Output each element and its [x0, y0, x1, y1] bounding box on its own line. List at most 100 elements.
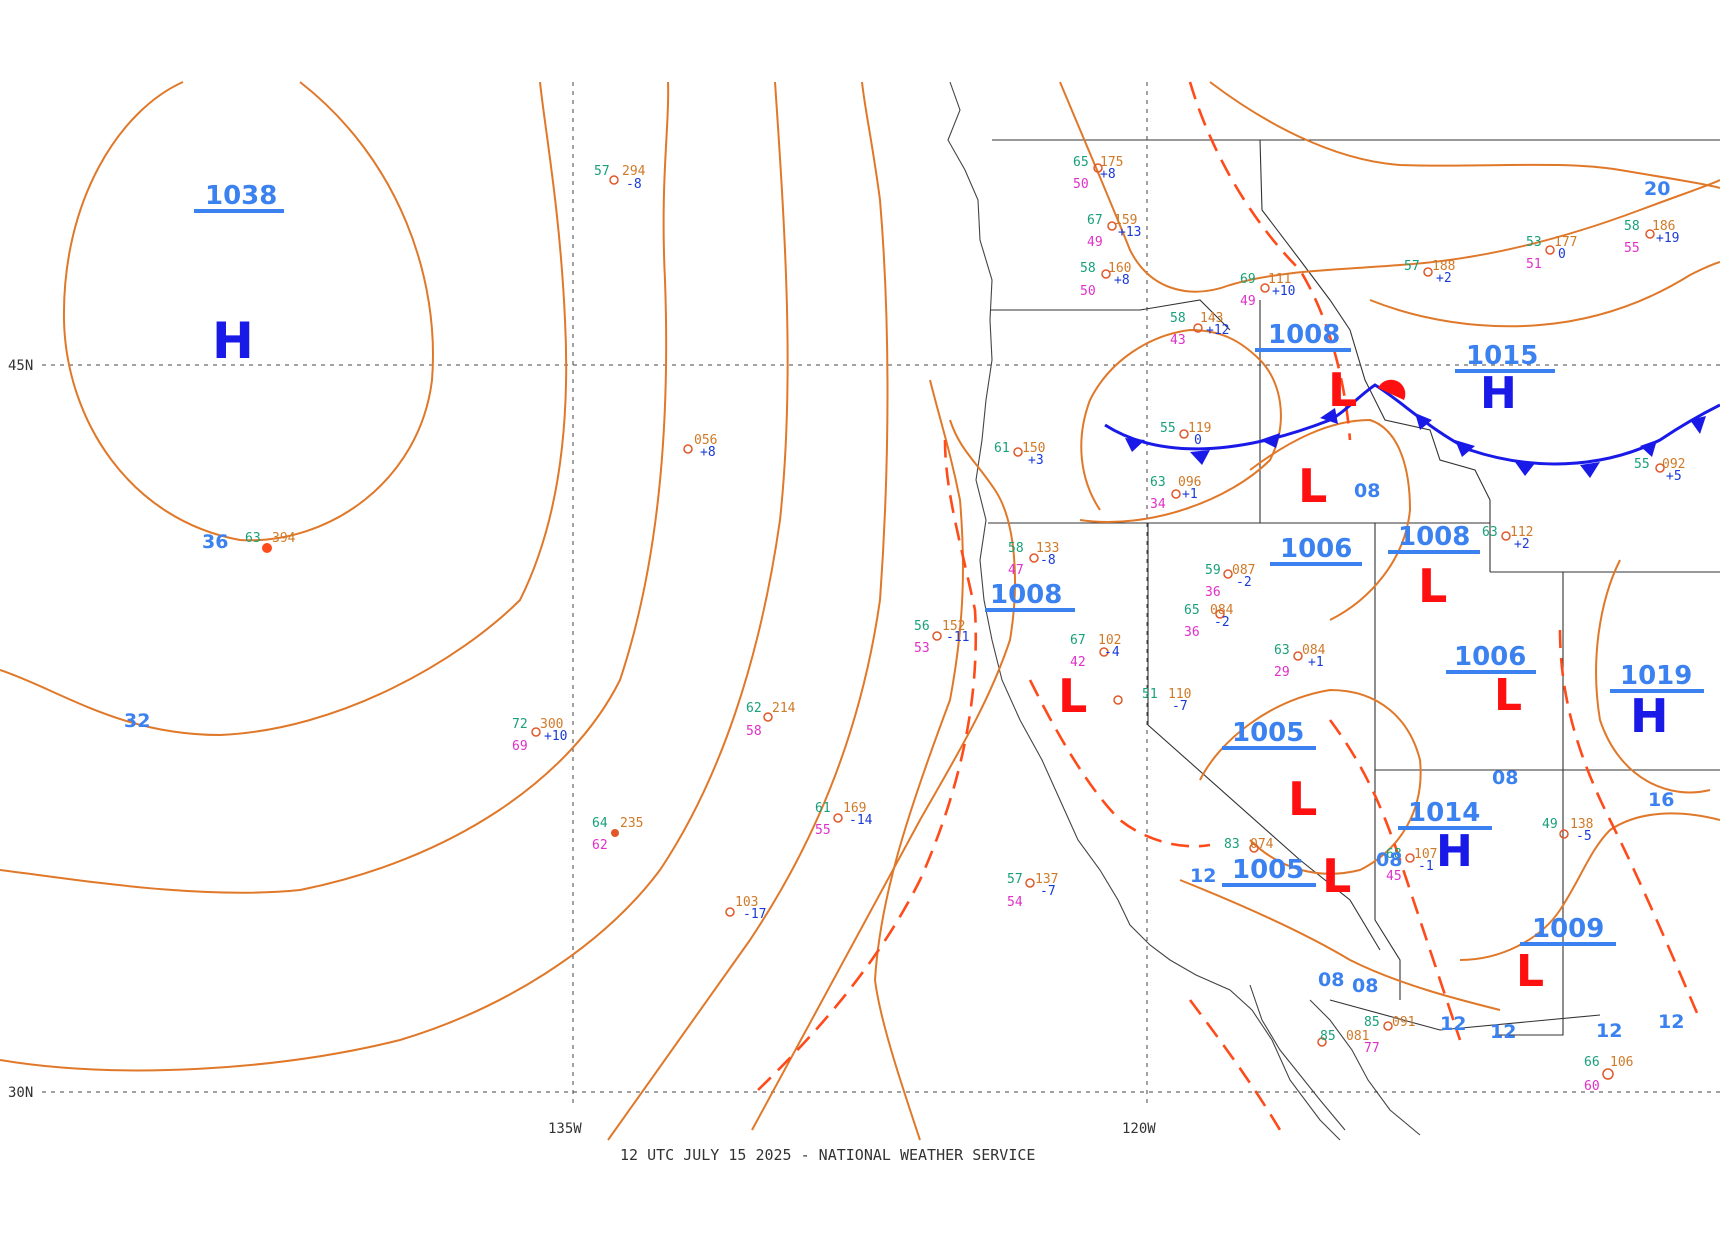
station-pressure: 152 — [942, 619, 965, 634]
station: 55 119 0 — [1160, 421, 1211, 448]
station-circle — [1093, 163, 1103, 173]
high-symbol: H — [1436, 826, 1473, 877]
station: 57 188 +2 — [1404, 259, 1455, 286]
station: 67 159 +13 49 — [1087, 213, 1141, 250]
station-temp: 51 — [1142, 687, 1158, 702]
station-tendency: -7 — [1172, 699, 1188, 714]
border-wa-or — [990, 299, 1231, 331]
station-circle — [1249, 843, 1259, 853]
station: 67 102 -4 42 — [1070, 633, 1121, 670]
border-us-mexico — [1329, 999, 1601, 1031]
station-temp: 69 — [1240, 272, 1256, 287]
trough-east — [1558, 629, 1702, 1021]
station-tendency: +2 — [1436, 271, 1452, 286]
front-barb — [1190, 450, 1210, 465]
station-circle — [1179, 429, 1189, 439]
high-center-1038: 1038 H — [194, 181, 284, 370]
station-pressure: 169 — [843, 801, 866, 816]
center-underline — [1270, 562, 1362, 566]
front-barb — [1415, 413, 1432, 430]
station: 59 087 -2 36 — [1205, 563, 1255, 600]
station-pressure: 087 — [1232, 563, 1255, 578]
station-circle — [1602, 1068, 1614, 1080]
isobar-label: 12 — [1190, 865, 1216, 887]
low-symbol: L — [1288, 772, 1317, 826]
station-pressure: 214 — [772, 701, 796, 716]
station: 63 112 +2 — [1482, 525, 1533, 552]
isobar-1016-east — [1369, 261, 1720, 328]
front — [1104, 379, 1720, 478]
low-symbol: L — [1322, 849, 1351, 903]
state-borders — [988, 139, 1720, 1036]
station-dewpoint: 54 — [1007, 895, 1023, 910]
station-circle — [1501, 531, 1511, 541]
station-circle — [1029, 553, 1039, 563]
station-pressure: 159 — [1114, 213, 1137, 228]
warm-front-lobe — [1378, 379, 1406, 400]
station-pressure: 103 — [735, 895, 758, 910]
station-tendency: +1 — [1182, 487, 1198, 502]
isobar-1012-south — [1459, 812, 1720, 961]
station-dewpoint: 69 — [512, 739, 528, 754]
station-temp: 58 — [1080, 261, 1096, 276]
station-circle — [1317, 1037, 1327, 1047]
station-pressure: 110 — [1168, 687, 1191, 702]
station-temp: 63 — [1150, 475, 1166, 490]
station-dewpoint: 53 — [914, 641, 930, 656]
station-pressure: 084 — [1210, 603, 1234, 618]
low-center-1005-socal: 1005 L — [1222, 849, 1351, 903]
station: 61 150 +3 — [994, 441, 1045, 468]
center-value: 1015 — [1466, 341, 1538, 371]
station-dewpoint: 34 — [1150, 497, 1166, 512]
station-temp: 65 — [1184, 603, 1200, 618]
station-circle — [1655, 463, 1665, 473]
station-tendency: +12 — [1206, 323, 1229, 338]
low-center-1008-north: 1008 L — [1255, 320, 1357, 417]
station-dewpoint: 50 — [1073, 177, 1089, 192]
station-circle — [611, 829, 619, 837]
station-temp: 63 — [1274, 643, 1290, 658]
front-barbs — [1125, 408, 1706, 478]
station: 56 152 -11 53 — [914, 619, 969, 656]
station-dewpoint: 42 — [1070, 655, 1086, 670]
station-pressure: 150 — [1022, 441, 1045, 456]
station-pressure: 143 — [1200, 311, 1223, 326]
center-underline — [1222, 746, 1316, 750]
station-circle — [1645, 229, 1655, 239]
station-temp: 65 — [1073, 155, 1089, 170]
station-dewpoint: 36 — [1205, 585, 1221, 600]
border-az-nm — [1495, 572, 1564, 1036]
center-underline — [1610, 689, 1704, 693]
graticule: 45N 30N 135W 120W — [8, 82, 1720, 1137]
station-tendency: 0 — [1558, 247, 1566, 262]
lat-label-30n: 30N — [8, 1085, 33, 1101]
isobar-label: 08 — [1354, 480, 1380, 502]
station-temp: 85 — [1364, 1015, 1380, 1030]
station-circle — [1101, 269, 1111, 279]
station-circle — [1215, 609, 1225, 619]
station-tendency: +5 — [1666, 469, 1682, 484]
trough-central-valley — [1028, 679, 1211, 848]
station-dewpoint: 47 — [1008, 563, 1024, 578]
station-temp: 53 — [1526, 235, 1542, 250]
station: 62 214 58 — [746, 701, 796, 739]
station-temp: 67 — [1087, 213, 1103, 228]
isobar-1012 — [751, 419, 1016, 1131]
isobar-label: 12 — [1490, 1021, 1516, 1043]
station-pressure: 394 — [272, 531, 296, 546]
station-circle — [1025, 878, 1035, 888]
station: 83 074 — [1224, 837, 1274, 853]
station-temp: 55 — [1634, 457, 1650, 472]
station-tendency: -2 — [1236, 575, 1252, 590]
low-symbol: L — [1516, 946, 1544, 997]
front-barb — [1125, 438, 1145, 452]
station: 58 133 -8 47 — [1008, 541, 1059, 578]
station-pressure: 119 — [1188, 421, 1211, 436]
station: 58 143 +12 43 — [1170, 311, 1229, 348]
isobar-labels: 36 32 08 08 08 08 08 12 12 12 12 12 16 2… — [124, 178, 1684, 1043]
station: 51 110 -7 — [1113, 687, 1191, 714]
center-value: 1009 — [1532, 914, 1604, 944]
station-tendency: +3 — [1028, 453, 1044, 468]
center-underline — [1520, 942, 1616, 946]
low-symbol: L — [1058, 669, 1087, 723]
